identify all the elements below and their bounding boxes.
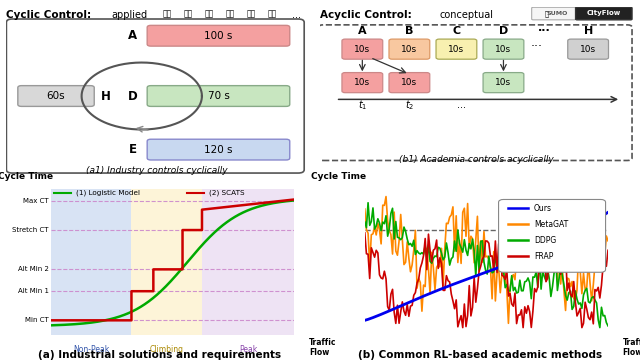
Text: Cycle Time: Cycle Time bbox=[0, 171, 53, 181]
FancyBboxPatch shape bbox=[342, 72, 383, 93]
Text: 10s: 10s bbox=[401, 78, 417, 87]
Text: Ours: Ours bbox=[534, 204, 552, 213]
Text: 🇩🇪: 🇩🇪 bbox=[247, 10, 256, 19]
FancyBboxPatch shape bbox=[483, 72, 524, 93]
Text: C: C bbox=[452, 26, 460, 36]
FancyBboxPatch shape bbox=[499, 199, 605, 272]
Text: conceptual: conceptual bbox=[439, 10, 493, 20]
FancyBboxPatch shape bbox=[483, 39, 524, 59]
Text: 🇯🇵: 🇯🇵 bbox=[268, 10, 277, 19]
Text: Min CT: Min CT bbox=[25, 317, 49, 323]
Text: DDPG: DDPG bbox=[534, 236, 556, 245]
Text: 🇦🇺: 🇦🇺 bbox=[163, 10, 172, 19]
Bar bbox=[51, 189, 131, 335]
Text: (1) Logistic Model: (1) Logistic Model bbox=[76, 190, 140, 196]
Text: Peak: Peak bbox=[239, 345, 257, 354]
Text: 100 s: 100 s bbox=[204, 31, 233, 41]
Text: 🇺🇸: 🇺🇸 bbox=[184, 10, 193, 19]
Text: ···: ··· bbox=[531, 40, 542, 53]
Text: Max CT: Max CT bbox=[23, 198, 49, 204]
Bar bbox=[131, 189, 202, 335]
Text: 10s: 10s bbox=[495, 78, 511, 87]
Text: A: A bbox=[128, 29, 138, 42]
Text: FRAP: FRAP bbox=[534, 252, 553, 261]
Text: A: A bbox=[358, 26, 367, 36]
Text: 10s: 10s bbox=[495, 45, 511, 54]
Text: B: B bbox=[405, 26, 413, 36]
Text: 60s: 60s bbox=[47, 91, 65, 101]
FancyBboxPatch shape bbox=[147, 25, 290, 46]
Text: 120 s: 120 s bbox=[204, 145, 233, 155]
Text: 10s: 10s bbox=[580, 45, 596, 54]
Text: (2) SCATS: (2) SCATS bbox=[209, 190, 245, 196]
Text: MetaGAT: MetaGAT bbox=[534, 220, 568, 229]
Text: Non-Peak: Non-Peak bbox=[73, 345, 109, 354]
Text: Alt Min 2: Alt Min 2 bbox=[18, 266, 49, 272]
Text: H: H bbox=[584, 26, 593, 36]
Text: SUMO: SUMO bbox=[546, 11, 568, 16]
Text: D: D bbox=[499, 26, 508, 36]
FancyBboxPatch shape bbox=[575, 7, 632, 20]
FancyBboxPatch shape bbox=[436, 39, 477, 59]
Text: ...: ... bbox=[292, 10, 301, 20]
Bar bbox=[202, 189, 294, 335]
Text: E: E bbox=[129, 143, 137, 156]
FancyBboxPatch shape bbox=[319, 25, 632, 161]
Text: D: D bbox=[128, 90, 138, 103]
Text: 🏎: 🏎 bbox=[544, 11, 548, 17]
Text: ...: ... bbox=[456, 100, 466, 110]
Text: Alt Min 1: Alt Min 1 bbox=[18, 288, 49, 294]
FancyBboxPatch shape bbox=[568, 39, 609, 59]
Text: 10s: 10s bbox=[449, 45, 465, 54]
FancyBboxPatch shape bbox=[532, 7, 575, 20]
Text: H: H bbox=[100, 90, 111, 103]
FancyBboxPatch shape bbox=[342, 39, 383, 59]
Text: Cycle Time: Cycle Time bbox=[311, 171, 367, 181]
FancyBboxPatch shape bbox=[6, 19, 304, 173]
Text: (b1) Academia controls acyclically: (b1) Academia controls acyclically bbox=[399, 155, 554, 164]
FancyBboxPatch shape bbox=[147, 86, 290, 106]
FancyBboxPatch shape bbox=[18, 86, 94, 106]
FancyBboxPatch shape bbox=[389, 39, 430, 59]
Text: ···: ··· bbox=[538, 26, 550, 36]
Text: Acyclic Control:: Acyclic Control: bbox=[320, 10, 412, 20]
FancyBboxPatch shape bbox=[147, 139, 290, 160]
FancyBboxPatch shape bbox=[389, 72, 430, 93]
Text: 70 s: 70 s bbox=[207, 91, 229, 101]
Text: 10s: 10s bbox=[355, 78, 371, 87]
Text: applied: applied bbox=[112, 10, 148, 20]
Text: Traffic
Flow: Traffic Flow bbox=[623, 338, 640, 357]
Text: CityFlow: CityFlow bbox=[587, 11, 621, 16]
Text: $t_1$: $t_1$ bbox=[358, 98, 367, 112]
Text: Stretch CT: Stretch CT bbox=[12, 227, 49, 233]
Text: (a) Industrial solutions and requirements: (a) Industrial solutions and requirement… bbox=[38, 350, 282, 360]
Text: 🇨🇳: 🇨🇳 bbox=[205, 10, 214, 19]
Text: 10s: 10s bbox=[401, 45, 417, 54]
Text: 🇬🇧: 🇬🇧 bbox=[226, 10, 236, 19]
Text: (b) Common RL-based academic methods: (b) Common RL-based academic methods bbox=[358, 350, 602, 360]
Text: Cyclic Control:: Cyclic Control: bbox=[6, 10, 92, 20]
Text: (a1) Industry controls cyclically: (a1) Industry controls cyclically bbox=[86, 166, 228, 175]
Text: Climbing: Climbing bbox=[150, 345, 184, 354]
Text: Traffic
Flow: Traffic Flow bbox=[309, 338, 337, 357]
Text: 10s: 10s bbox=[355, 45, 371, 54]
Text: $t_2$: $t_2$ bbox=[404, 98, 414, 112]
